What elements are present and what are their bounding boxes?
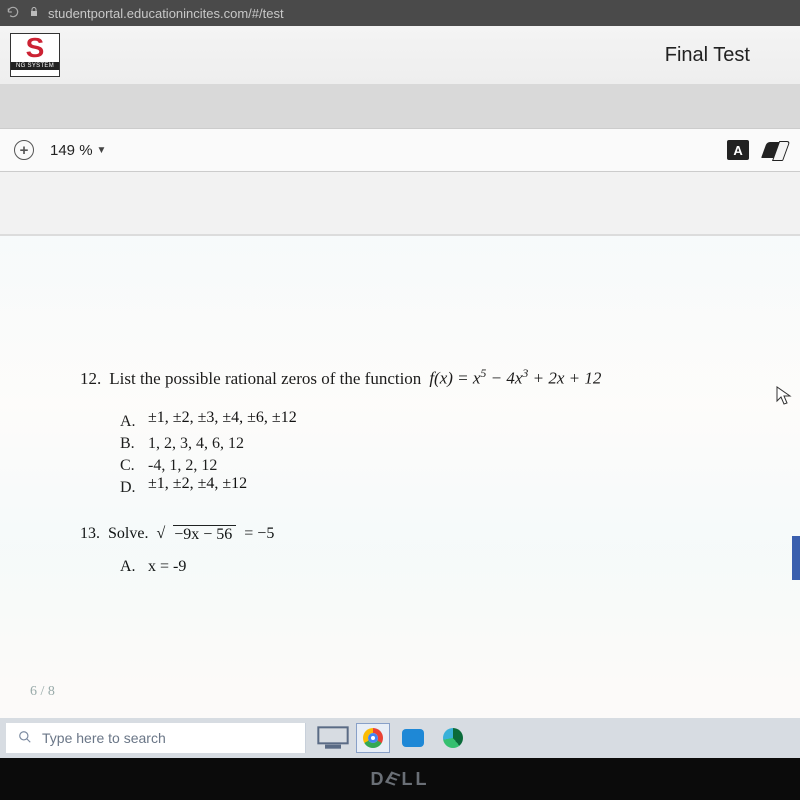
scrollbar-thumb[interactable] xyxy=(792,536,800,580)
question-text: Solve. xyxy=(108,525,148,543)
task-view-button[interactable] xyxy=(316,723,350,753)
reload-icon[interactable] xyxy=(6,5,20,22)
app-logo: S NG SYSTEM xyxy=(10,33,60,77)
windows-taskbar: Type here to search xyxy=(0,718,800,758)
option-letter: C. xyxy=(120,457,138,475)
test-content: 12. List the possible rational zeros of … xyxy=(0,236,800,800)
eraser-tool[interactable] xyxy=(761,142,789,158)
option-value: ±1, ±2, ±3, ±4, ±6, ±12 xyxy=(148,409,297,427)
radicand: −9x − 56 xyxy=(173,525,236,544)
laptop-bezel: DELL xyxy=(0,758,800,800)
doc-toolbar: + 149 % ▼ A ▼ xyxy=(0,128,800,172)
option-a[interactable]: A. ±1, ±2, ±3, ±4, ±6, ±12 xyxy=(120,413,750,431)
option-value: ±1, ±2, ±4, ±12 xyxy=(148,475,247,493)
equation-rhs: = −5 xyxy=(244,525,274,543)
chevron-down-icon: ▼ xyxy=(97,145,107,156)
question-13: 13. Solve. √ −9x − 56 = −5 A. x = -9 xyxy=(80,525,750,576)
question-text: List the possible rational zeros of the … xyxy=(109,369,421,389)
chevron-down-icon: ▼ xyxy=(741,145,750,155)
page-indicator: 6 / 8 xyxy=(30,684,55,700)
zoom-value: 149 % xyxy=(50,142,93,159)
page-body: S NG SYSTEM Final Test + 149 % ▼ A ▼ 12.… xyxy=(0,26,800,800)
app-header: S NG SYSTEM Final Test xyxy=(0,26,800,84)
taskbar-search[interactable]: Type here to search xyxy=(6,723,306,753)
text-color-tool[interactable]: A ▼ xyxy=(727,140,750,160)
url-text[interactable]: studentportal.educationincites.com/#/tes… xyxy=(48,6,284,21)
browser-address-bar: studentportal.educationincites.com/#/tes… xyxy=(0,0,800,26)
camera-app-icon[interactable] xyxy=(396,723,430,753)
zoom-level-dropdown[interactable]: 149 % ▼ xyxy=(50,142,106,159)
subheader-strip xyxy=(0,84,800,128)
logo-letter: S xyxy=(26,34,45,62)
option-letter: B. xyxy=(120,435,138,453)
option-letter: A. xyxy=(120,558,138,576)
option-value: x = -9 xyxy=(148,558,186,576)
radical-sign: √ xyxy=(156,525,165,543)
chrome-app-icon[interactable] xyxy=(356,723,390,753)
option-letter: D. xyxy=(120,479,138,497)
question-function: f(x) = x5 − 4x3 + 2x + 12 xyxy=(429,366,601,389)
edge-app-icon[interactable] xyxy=(436,723,470,753)
question-number: 13. xyxy=(80,525,100,543)
option-a[interactable]: A. x = -9 xyxy=(120,558,750,576)
search-placeholder: Type here to search xyxy=(42,730,166,746)
option-value: 1, 2, 3, 4, 6, 12 xyxy=(148,435,244,453)
search-icon xyxy=(18,730,32,747)
zoom-in-button[interactable]: + xyxy=(14,140,34,160)
cursor-icon xyxy=(776,386,792,406)
logo-tag: NG SYSTEM xyxy=(11,62,59,70)
lock-icon xyxy=(28,6,40,21)
question-12-options: A. ±1, ±2, ±3, ±4, ±6, ±12 B. 1, 2, 3, 4… xyxy=(120,413,750,497)
brand-label: DELL xyxy=(370,769,429,790)
option-letter: A. xyxy=(120,413,138,431)
taskbar-icons xyxy=(316,723,470,753)
question-number: 12. xyxy=(80,369,101,389)
option-value: -4, 1, 2, 12 xyxy=(148,457,217,475)
option-b[interactable]: B. 1, 2, 3, 4, 6, 12 xyxy=(120,435,750,453)
option-c[interactable]: C. -4, 1, 2, 12 xyxy=(120,457,750,475)
page-title: Final Test xyxy=(60,44,790,67)
question-12: 12. List the possible rational zeros of … xyxy=(80,366,750,389)
option-d[interactable]: D. ±1, ±2, ±4, ±12 xyxy=(120,479,750,497)
